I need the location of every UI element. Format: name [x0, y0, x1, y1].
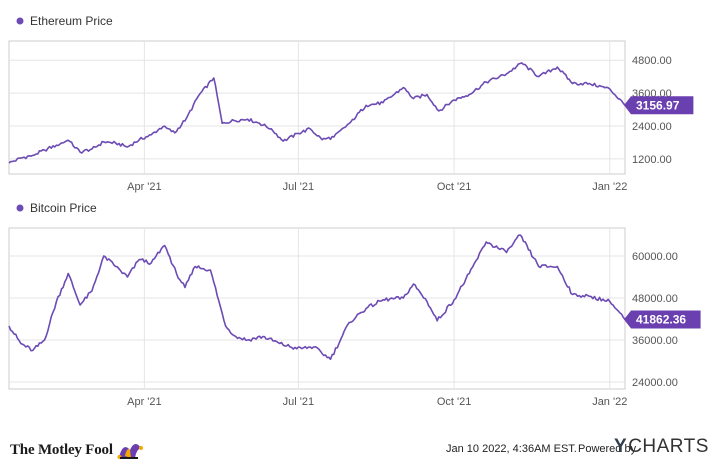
ethereum-last-value-badge: [624, 96, 694, 115]
motley-fool-logo[interactable]: The Motley Fool: [10, 440, 143, 460]
bitcoin-y-tick-label: 60000.00: [632, 251, 678, 263]
bitcoin-x-tick-label: Jul '21: [283, 396, 314, 408]
ethereum-legend-marker: [16, 17, 24, 25]
bitcoin-price-line: [8, 234, 626, 361]
bitcoin-y-tick-label: 24000.00: [632, 377, 678, 389]
ethereum-x-tick-label: Apr '21: [127, 181, 162, 193]
bitcoin-legend-marker: [16, 204, 24, 212]
ethereum-x-tick-label: Jan '22: [592, 181, 627, 193]
ethereum-y-tick-label: 1200.00: [632, 154, 672, 166]
brand-name: The Motley Fool: [10, 441, 113, 458]
bitcoin-y-tick-label: 36000.00: [632, 335, 678, 347]
ethereum-last-value-label: 3156.97: [636, 98, 680, 112]
ethereum-chart: Ethereum Price 1200.002400.003600.004800…: [8, 14, 694, 193]
bitcoin-legend-label: Bitcoin Price: [30, 201, 97, 215]
ycharts-logo[interactable]: Y CHARTS: [614, 436, 709, 458]
bitcoin-x-tick-label: Jan '22: [592, 396, 627, 408]
bitcoin-x-tick-label: Oct '21: [437, 396, 472, 408]
ethereum-x-tick-label: Oct '21: [437, 181, 472, 193]
ethereum-price-line: [8, 62, 626, 164]
ethereum-y-tick-label: 2400.00: [632, 121, 672, 133]
bitcoin-plot-area: [8, 227, 626, 390]
footer: The Motley Fool Jan 10 2022, 4:36AM EST.…: [0, 430, 720, 463]
ycharts-wordmark: CHARTS: [628, 436, 709, 457]
charts-canvas: Ethereum Price 1200.002400.003600.004800…: [8, 14, 701, 408]
ethereum-legend-label: Ethereum Price: [30, 14, 113, 28]
ethereum-x-tick-label: Jul '21: [283, 181, 314, 193]
ethereum-plot-area: [8, 40, 626, 175]
ethereum-y-tick-label: 4800.00: [632, 55, 672, 67]
bitcoin-x-tick-label: Apr '21: [127, 396, 162, 408]
bitcoin-last-value-label: 41862.36: [636, 312, 686, 326]
powered-by-label: Powered by: [578, 443, 637, 455]
bitcoin-y-tick-label: 48000.00: [632, 293, 678, 305]
bitcoin-chart: Bitcoin Price 24000.00 36000.00 48000.00 60…: [8, 201, 701, 408]
ycharts-y-icon: Y: [614, 436, 628, 457]
timestamp: Jan 10 2022, 4:36AM EST.: [446, 443, 577, 455]
bitcoin-last-value-badge: [624, 310, 701, 329]
jester-hat-icon: [117, 444, 143, 459]
